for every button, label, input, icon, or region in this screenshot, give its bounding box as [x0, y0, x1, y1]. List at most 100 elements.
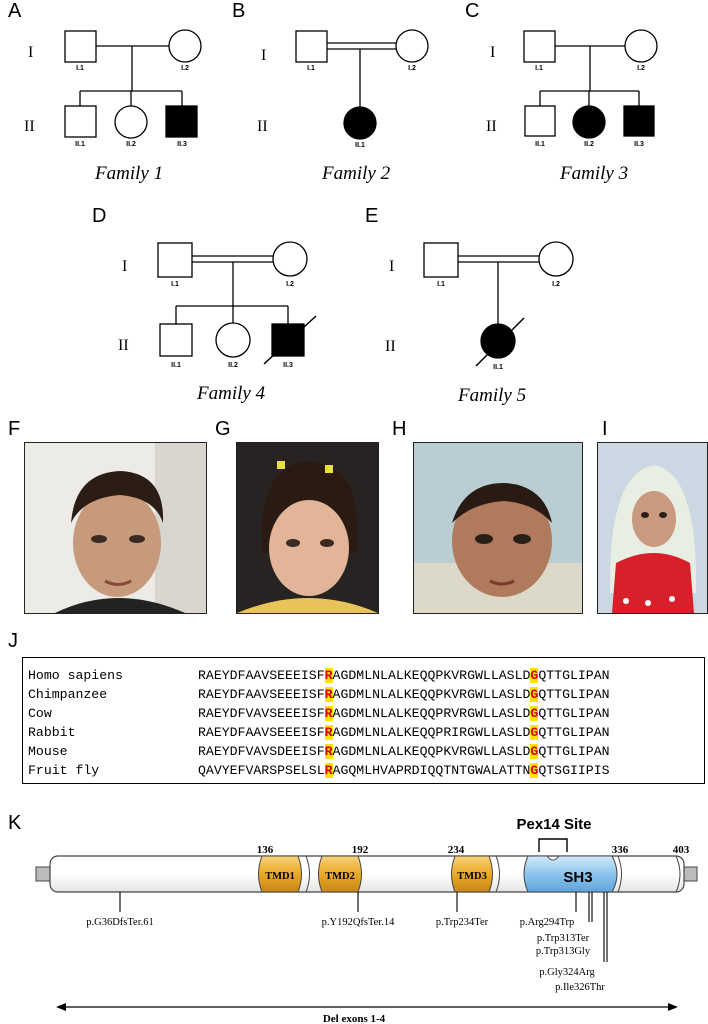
species-name: Rabbit: [28, 725, 76, 740]
deletion-arrow-right: [668, 1003, 678, 1011]
generation-label: I: [122, 258, 128, 275]
family-title: Family 3: [560, 163, 629, 184]
individual-id: I.2: [408, 65, 416, 72]
panel-label-a: A: [8, 0, 22, 22]
family-title: Family 5: [458, 385, 527, 406]
deletion-arrow-left: [56, 1003, 66, 1011]
sequence-segment: QTSGIIPIS: [538, 763, 610, 778]
individual-id: I.2: [286, 281, 294, 288]
generation-label: II: [486, 118, 497, 135]
male-affected: [623, 105, 655, 137]
sequence-segment: AGDMLNLALKEQQPKVRGWLLASLD: [332, 744, 531, 759]
sequence-segment: AGQMLHVAPRDIQQTNTGWALATTN: [332, 763, 531, 778]
individual-id: I.2: [552, 281, 560, 288]
panel-label-e: E: [365, 205, 379, 227]
tmd1-domain: [258, 855, 302, 893]
protein-sequence: QAVYEFVARSPSELSLRAGQMLHVAPRDIQQTNTGWALAT…: [198, 763, 610, 778]
individual-id: II.2: [584, 141, 594, 148]
species-name: Fruit fly: [28, 763, 100, 778]
alignment-row: Mouse RAEYDFVAVSDEEISFRAGDMLNLALKEQQPKVRG…: [28, 744, 610, 763]
face-illustration: [25, 443, 206, 613]
individual-id: II.1: [535, 141, 545, 148]
variant-label: p.Trp313Ter: [537, 933, 590, 944]
panel-label-c: C: [465, 0, 480, 22]
generation-label: I: [490, 44, 496, 61]
male-unaffected: [524, 105, 556, 137]
pedigree-lines: [295, 29, 429, 140]
individual-id: I.2: [181, 65, 189, 72]
domain-label-sh3: SH3: [563, 869, 592, 886]
pedigree-lines: [423, 241, 574, 367]
conserved-residue-highlight: G: [530, 725, 539, 740]
individual-id: II.2: [126, 141, 136, 148]
protein-sequence: RAEYDFVAVSEEEISFRAGDMLNLALKEQQPRVRGWLLAS…: [198, 706, 610, 721]
female-unaffected: [272, 241, 308, 277]
pex14-site-label: Pex14 Site: [516, 816, 591, 833]
female-affected: [572, 105, 606, 139]
sequence-segment: RAEYDFAAVSEEEISF: [198, 668, 325, 683]
domain-label-tmd2: TMD2: [325, 871, 355, 882]
position-336: 336: [612, 844, 629, 856]
conserved-residue-highlight: R: [324, 668, 333, 683]
sequence-segment: RAEYDFAAVSEEEISF: [198, 687, 325, 702]
male-unaffected: [64, 30, 97, 63]
family-title: Family 1: [95, 163, 164, 184]
female-unaffected: [114, 105, 148, 139]
pex14-bracket: [538, 838, 568, 852]
variant-label: p.Trp234Ter: [436, 917, 489, 928]
domain-label-tmd3: TMD3: [457, 871, 487, 882]
sequence-segment: QAVYEFVARSPSELSL: [198, 763, 325, 778]
domain-label-tmd1: TMD1: [265, 871, 295, 882]
individual-id: I.1: [171, 281, 179, 288]
conserved-residue-highlight: R: [324, 744, 333, 759]
protein-sequence: RAEYDFVAVSDEEISFRAGDMLNLALKEQQPKVRGWLLAS…: [198, 744, 610, 759]
sequence-segment: AGDMLNLALKEQQPRVRGWLLASLD: [332, 706, 531, 721]
male-unaffected: [159, 323, 193, 357]
variant-label: p.G36DfsTer.61: [86, 917, 154, 928]
panel-label-h: H: [392, 418, 407, 440]
sequence-segment: QTTGLIPAN: [538, 706, 610, 721]
female-unaffected: [538, 241, 574, 277]
position-192: 192: [352, 844, 369, 856]
protein-sequence: RAEYDFAAVSEEEISFRAGDMLNLALKEQQPKVRGWLLAS…: [198, 668, 610, 683]
species-name: Mouse: [28, 744, 68, 759]
position-234: 234: [448, 844, 465, 856]
tmd3-domain: [451, 855, 493, 893]
panel-label-j: J: [8, 630, 18, 652]
individual-id: II.2: [228, 362, 238, 369]
family-title: Family 2: [322, 163, 391, 184]
protein-sequence: RAEYDFAAVSEEEISFRAGDMLNLALKEQQPRIRGWLLAS…: [198, 725, 610, 740]
sequence-segment: RAEYDFVAVSDEEISF: [198, 744, 325, 759]
sh3-domain: [523, 855, 618, 893]
conserved-residue-highlight: G: [530, 687, 539, 702]
generation-label: II: [24, 118, 35, 135]
conserved-residue-highlight: R: [324, 687, 333, 702]
male-unaffected: [295, 30, 328, 63]
alignment-row: Fruit fly QAVYEFVARSPSELSLRAGQMLHVAPRDIQQ…: [28, 763, 610, 782]
pedigree-lines: [523, 29, 658, 139]
generation-label: I: [389, 258, 395, 275]
female-affected: [343, 106, 377, 140]
conserved-residue-highlight: G: [530, 668, 539, 683]
sequence-alignment: Homo sapiens RAEYDFAAVSEEEISFRAGDMLNLALKE…: [22, 657, 705, 784]
male-unaffected: [523, 30, 556, 63]
panel-label-k: K: [8, 812, 22, 834]
conserved-residue-highlight: R: [324, 763, 333, 778]
sequence-segment: RAEYDFVAVSEEEISF: [198, 706, 325, 721]
patient-photo-h: [413, 442, 583, 614]
deletion-label: Del exons 1-4: [323, 1013, 386, 1024]
male-unaffected: [64, 105, 97, 138]
generation-label: II: [385, 338, 396, 355]
face-illustration: [237, 443, 378, 613]
female-affected-deceased: [480, 323, 516, 359]
position-403: 403: [673, 844, 690, 856]
individual-id: II.3: [634, 141, 644, 148]
male-unaffected: [423, 242, 459, 278]
panel-label-d: D: [92, 205, 107, 227]
alignment-row: Rabbit RAEYDFAAVSEEEISFRAGDMLNLALKEQQPRIR…: [28, 725, 610, 744]
species-name: Chimpanzee: [28, 687, 108, 702]
male-unaffected: [157, 242, 193, 278]
individual-id: I.2: [637, 65, 645, 72]
protein-schematic: TMD1 TMD2 TMD3 SH3 Pex14 Site 136 192 23…: [35, 816, 698, 1024]
generation-label: II: [118, 337, 129, 354]
